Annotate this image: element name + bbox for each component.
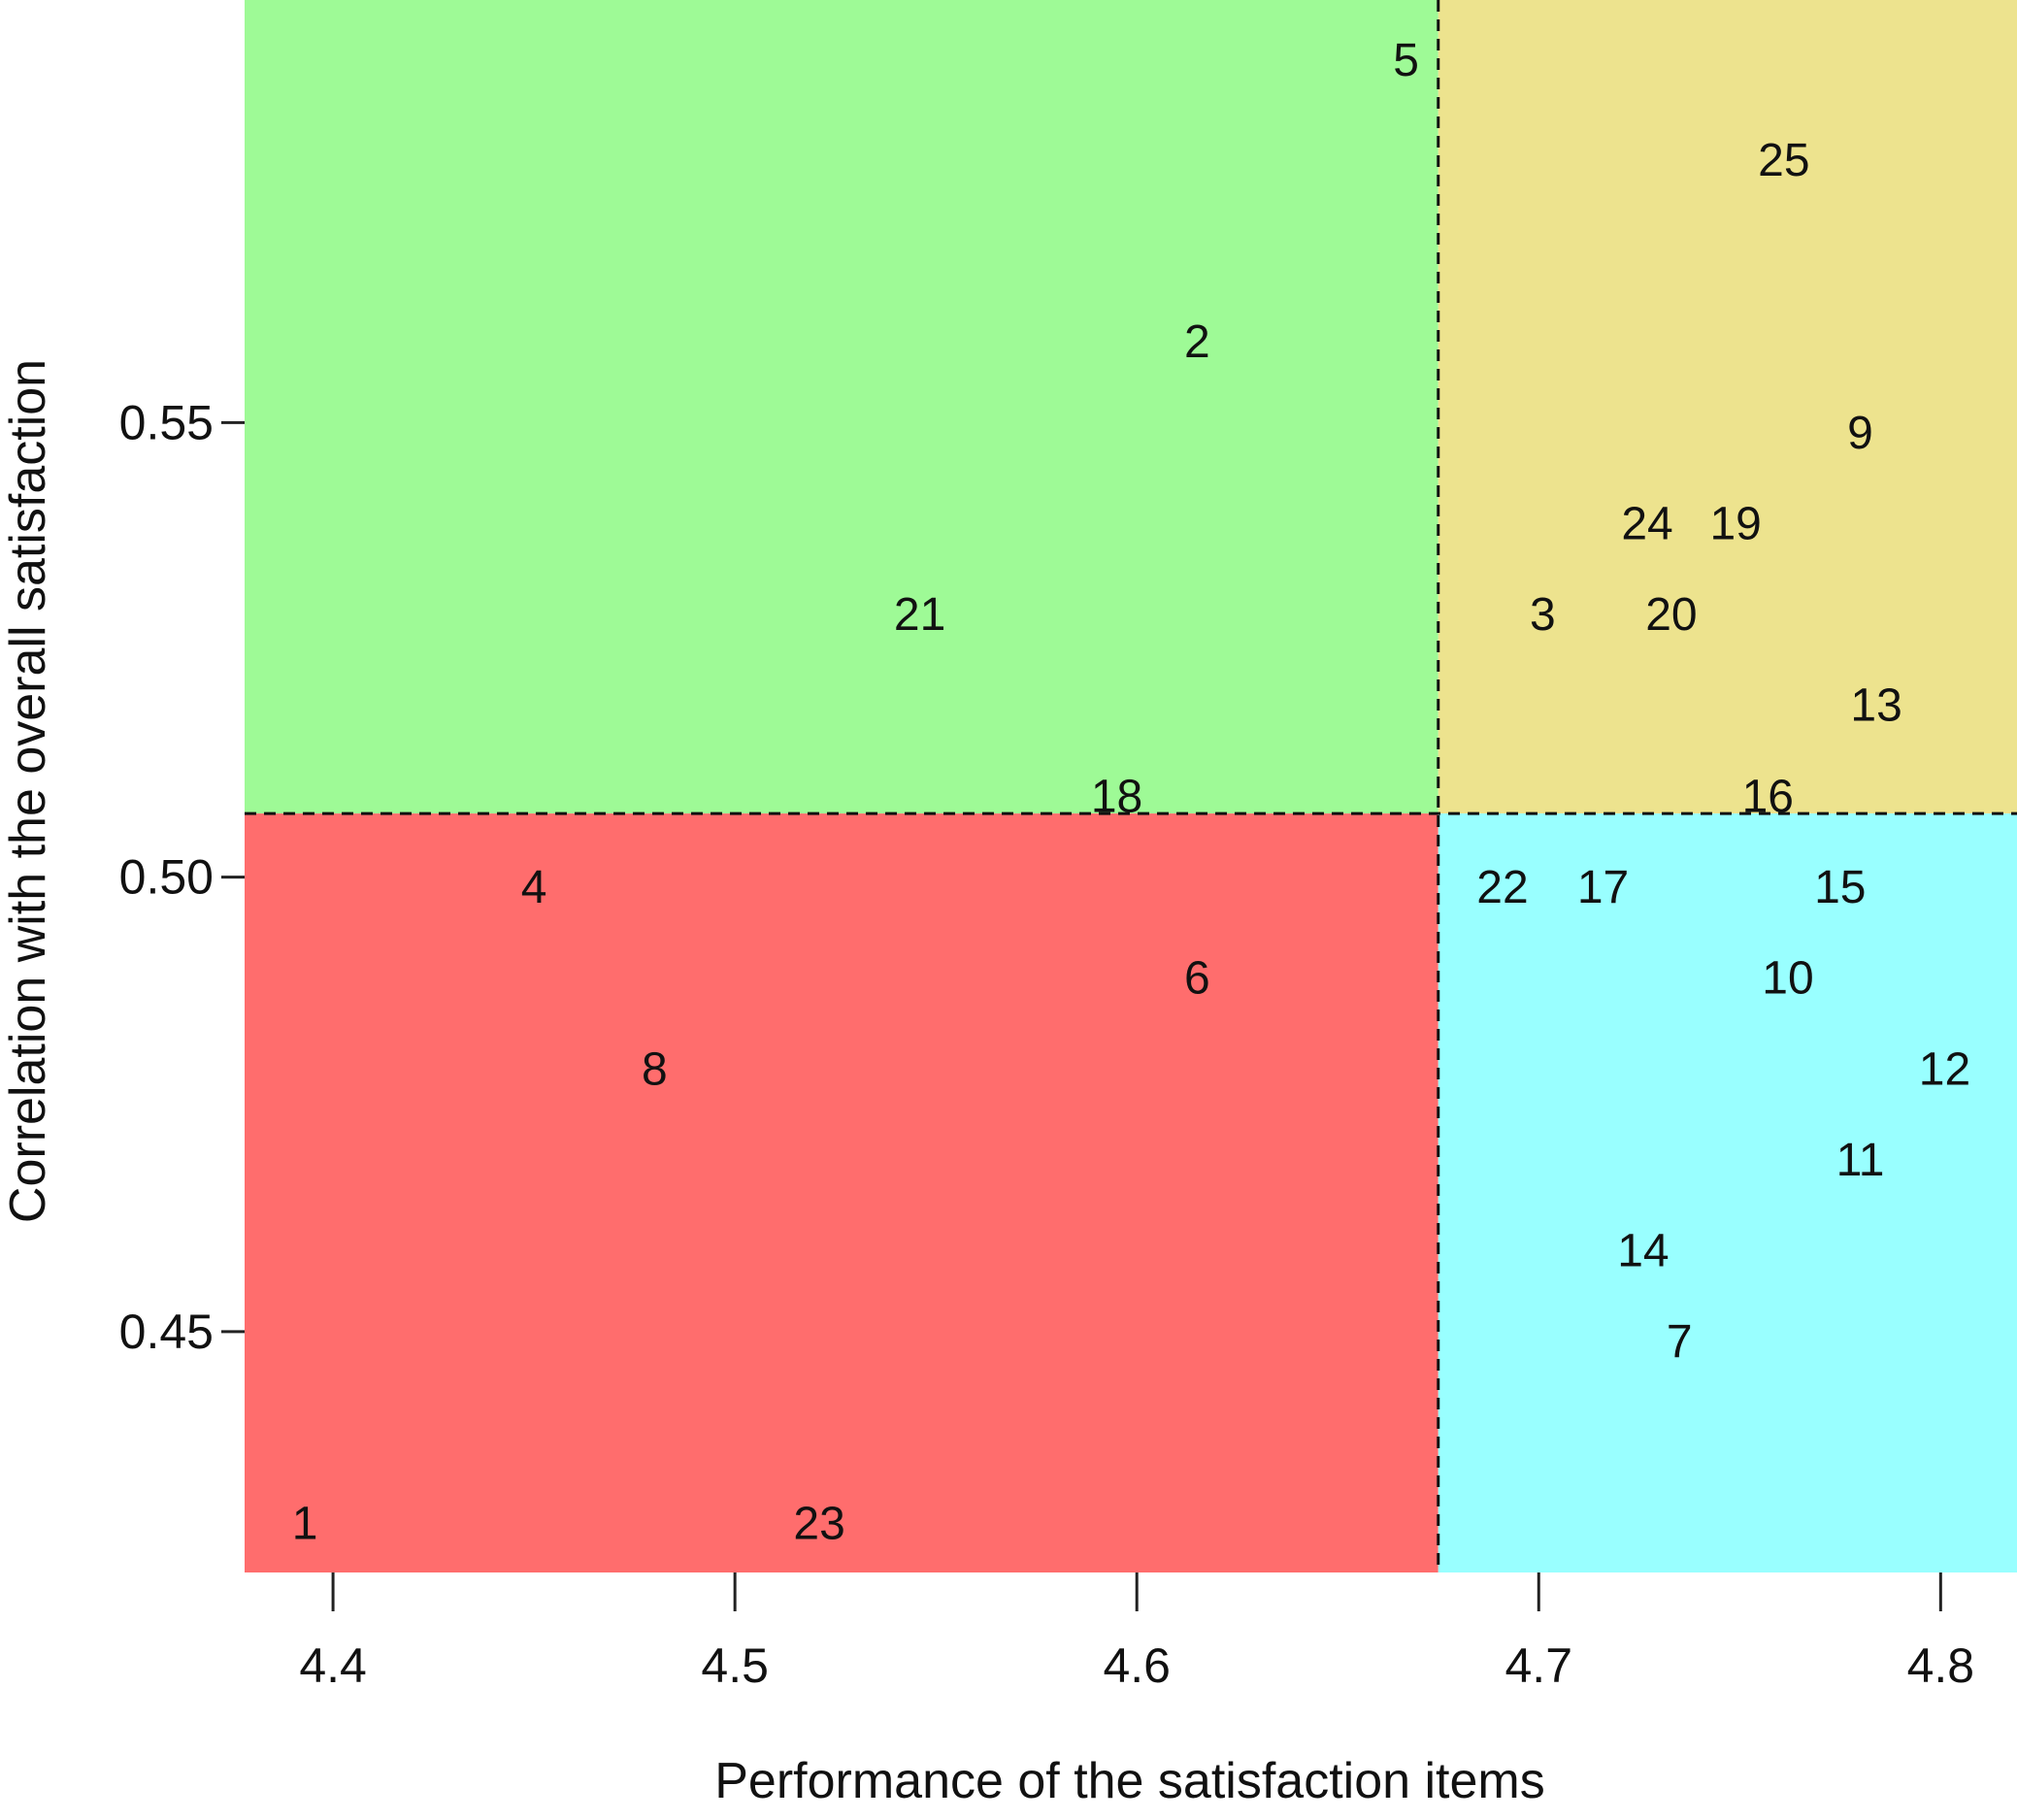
- y-tick-label: 0.50: [119, 850, 214, 905]
- point-label: 8: [642, 1043, 668, 1095]
- point-label: 16: [1742, 771, 1794, 822]
- x-tick-label: 4.4: [299, 1638, 367, 1693]
- x-tick-label: 4.7: [1505, 1638, 1573, 1693]
- point-label: 20: [1645, 589, 1697, 641]
- x-axis-title: Performance of the satisfaction items: [714, 1753, 1545, 1809]
- point-label: 6: [1184, 953, 1210, 1005]
- point-label: 12: [1919, 1043, 1970, 1095]
- point-label: 7: [1667, 1316, 1693, 1368]
- point-label: 18: [1091, 771, 1142, 822]
- x-tick-label: 4.8: [1907, 1638, 1975, 1693]
- quadrant-bottom-left: [245, 813, 1438, 1572]
- point-label: 22: [1476, 862, 1528, 913]
- point-label: 21: [894, 589, 945, 641]
- quadrant-top-right: [1438, 0, 2017, 814]
- quadrant-bottom-right: [1438, 813, 2017, 1572]
- point-label: 25: [1758, 135, 1809, 186]
- y-axis-title: Correlation with the overall satisfactio…: [0, 359, 56, 1223]
- point-label: 15: [1814, 862, 1866, 913]
- point-label: 17: [1577, 862, 1629, 913]
- point-labels: 1234567891011121314151617181920212223242…: [292, 35, 1970, 1550]
- y-tick-label: 0.45: [119, 1305, 214, 1359]
- x-tick-label: 4.6: [1103, 1638, 1171, 1693]
- point-label: 24: [1621, 498, 1672, 549]
- x-tick-label: 4.5: [701, 1638, 769, 1693]
- point-label: 13: [1850, 680, 1901, 732]
- point-label: 5: [1393, 35, 1419, 86]
- point-label: 11: [1836, 1135, 1885, 1186]
- point-label: 1: [292, 1498, 318, 1549]
- point-label: 23: [793, 1498, 844, 1549]
- point-label: 10: [1762, 953, 1813, 1005]
- point-label: 4: [521, 862, 547, 913]
- point-label: 2: [1184, 316, 1210, 368]
- y-tick-label: 0.55: [119, 395, 214, 449]
- quadrant-top-left: [245, 0, 1438, 814]
- point-label: 3: [1530, 589, 1556, 641]
- point-label: 9: [1847, 408, 1873, 459]
- point-label: 14: [1617, 1226, 1669, 1277]
- y-axis: 0.45 0.50 0.55: [119, 395, 245, 1359]
- x-axis: 4.4 4.5 4.6 4.7 4.8: [299, 1572, 1974, 1693]
- point-label: 19: [1709, 498, 1761, 549]
